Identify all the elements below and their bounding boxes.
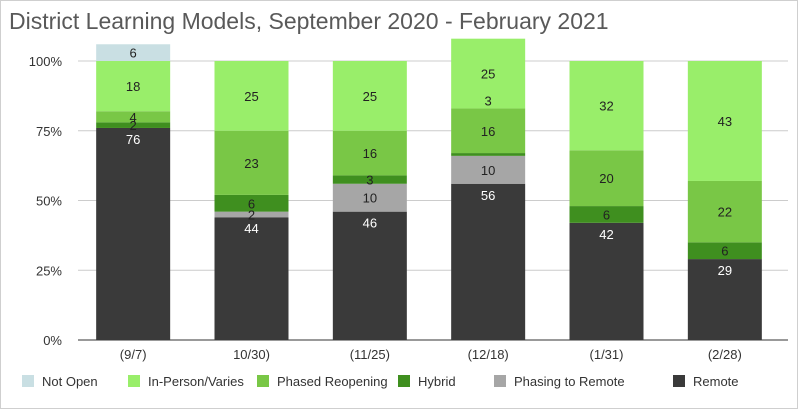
- data-label: 3: [366, 173, 373, 188]
- x-tick-label: (12/18): [468, 347, 509, 362]
- data-label: 3: [485, 93, 492, 108]
- gridlines: [78, 60, 788, 341]
- data-label: 6: [248, 196, 255, 211]
- bar-segment: [96, 111, 171, 123]
- legend-label: Phasing to Remote: [514, 374, 625, 389]
- data-label: 2: [130, 118, 137, 133]
- legend-label: Phased Reopening: [277, 374, 388, 389]
- data-label: 29: [718, 263, 732, 278]
- data-label: 10: [481, 163, 495, 178]
- bar-segment: [451, 38, 526, 109]
- bar-segment: [687, 242, 762, 260]
- bar-segment: [451, 155, 526, 184]
- bar-segment: [569, 150, 644, 207]
- data-label: 18: [126, 79, 140, 94]
- legend-swatch: [494, 375, 506, 387]
- x-axis-ticks: (9/7) 10/30) (11/25) (12/18) (1/31) (2/28): [120, 347, 742, 362]
- data-label: 6: [603, 207, 610, 222]
- bar-segment: [569, 206, 644, 223]
- y-tick-label: 50%: [36, 194, 62, 209]
- data-label: 6: [721, 244, 728, 259]
- legend-swatch: [398, 375, 410, 387]
- data-label: 25: [363, 89, 377, 104]
- bar-segment: [214, 61, 289, 131]
- chart-title: District Learning Models, September 2020…: [9, 8, 609, 34]
- data-label: 25: [481, 67, 495, 82]
- legend-swatch: [257, 375, 269, 387]
- y-tick-label: 100%: [29, 54, 63, 69]
- data-label: 46: [363, 216, 377, 231]
- legend-label: In-Person/Varies: [148, 374, 244, 389]
- bar-segment: [332, 183, 407, 212]
- bar-segment: [687, 259, 762, 340]
- legend-swatch: [22, 375, 34, 387]
- data-label: 23: [244, 156, 258, 171]
- data-label: 16: [363, 146, 377, 161]
- legend: Not Open In-Person/Varies Phased Reopening…: [22, 374, 739, 389]
- data-label: 6: [130, 46, 137, 61]
- bar-segment: [96, 127, 171, 341]
- bar-segment: [332, 61, 407, 131]
- bar-segment: [214, 194, 289, 212]
- data-label: 22: [718, 205, 732, 220]
- data-label: 43: [718, 114, 732, 129]
- bar-segment: [569, 222, 644, 340]
- legend-label: Not Open: [42, 374, 98, 389]
- legend-swatch: [128, 375, 140, 387]
- legend-swatch: [673, 375, 685, 387]
- data-label: 44: [244, 221, 258, 236]
- bar-segment: [451, 183, 526, 340]
- bar-segment: [569, 61, 644, 151]
- bars: 7624186442623254610316255610162542620322…: [96, 38, 762, 341]
- y-axis-ticks: 0% 25% 50% 75% 100%: [29, 54, 63, 348]
- data-label: 42: [599, 227, 613, 242]
- bar-segment: [451, 108, 526, 154]
- bar-segment: [451, 153, 526, 156]
- bar-segment: [214, 130, 289, 195]
- data-label: 20: [599, 171, 613, 186]
- bar-segment: [96, 122, 171, 128]
- legend-label: Hybrid: [418, 374, 456, 389]
- x-tick-label: 10/30): [233, 347, 270, 362]
- data-label: 2: [248, 207, 255, 222]
- bar-segment: [214, 217, 289, 340]
- y-tick-label: 25%: [36, 263, 62, 278]
- bar-segment: [332, 175, 407, 184]
- y-tick-label: 0%: [43, 333, 62, 348]
- data-label: 25: [244, 89, 258, 104]
- x-tick-label: (11/25): [350, 347, 390, 362]
- data-label: 16: [481, 124, 495, 139]
- bar-segment: [687, 61, 762, 181]
- data-label: 56: [481, 188, 495, 203]
- bar-segment: [96, 44, 171, 61]
- x-tick-label: (1/31): [590, 347, 624, 362]
- bar-segment: [214, 211, 289, 218]
- bar-segment: [687, 180, 762, 243]
- x-tick-label: (9/7): [120, 347, 147, 362]
- data-label: 32: [599, 99, 613, 114]
- y-tick-label: 75%: [36, 124, 62, 139]
- x-tick-label: (2/28): [708, 347, 742, 362]
- bar-segment: [96, 61, 171, 112]
- data-label: 76: [126, 132, 140, 147]
- legend-label: Remote: [693, 374, 739, 389]
- bar-segment: [332, 130, 407, 176]
- data-label: 4: [130, 110, 137, 125]
- bar-segment: [332, 211, 407, 340]
- data-label: 10: [363, 191, 377, 206]
